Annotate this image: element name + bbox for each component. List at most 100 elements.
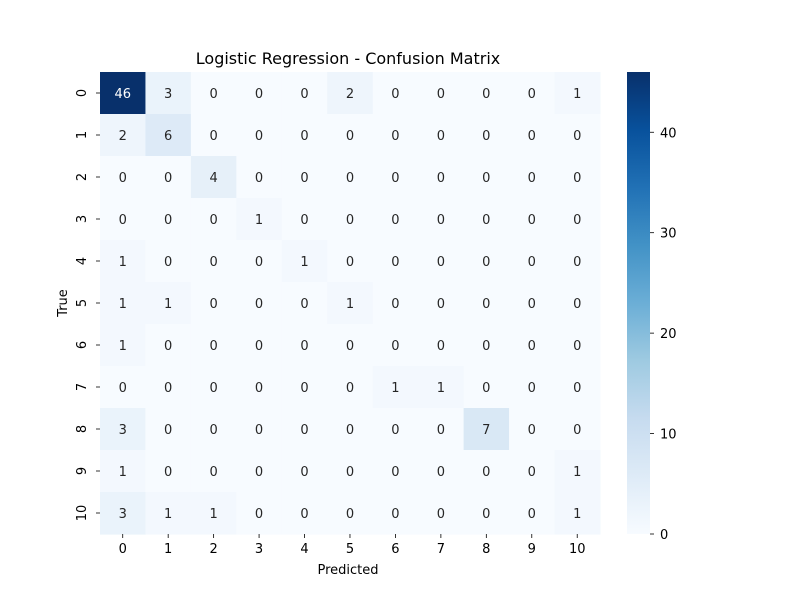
heatmap-cell-8-4 [281,408,328,451]
heatmap-cell-0-0 [100,72,147,115]
heatmap-cell-2-3 [236,156,283,199]
x-tick-label-5: 5 [346,542,354,557]
cell-label-0-5: 2 [346,87,354,102]
heatmap-cell-10-0 [100,492,147,535]
heatmap-cell-7-10 [554,366,601,409]
heatmap-cell-3-5 [327,198,374,241]
y-tick-label-1: 1 [75,131,90,139]
cell-label-1-3: 0 [255,129,263,144]
cell-label-7-9: 0 [528,381,536,396]
heatmap-cell-10-3 [236,492,283,535]
heatmap-cell-10-5 [327,492,374,535]
cell-label-10-3: 0 [255,507,263,522]
cell-label-8-1: 0 [164,423,172,438]
cell-label-0-2: 0 [209,87,217,102]
heatmap-cell-6-0 [100,324,147,367]
cell-label-5-8: 0 [482,297,490,312]
y-tick-label-5: 5 [75,299,90,307]
cell-label-2-7: 0 [437,171,445,186]
cell-label-3-6: 0 [391,213,399,228]
heatmap-cell-0-4 [281,72,328,115]
x-tick-label-8: 8 [482,542,490,557]
heatmap-cell-3-0 [100,198,147,241]
cell-label-4-7: 0 [437,255,445,270]
cell-label-6-2: 0 [209,339,217,354]
heatmap-cell-2-1 [145,156,192,199]
heatmap-cell-2-9 [509,156,556,199]
heatmap-cell-7-9 [509,366,556,409]
cell-label-10-2: 1 [209,507,217,522]
cell-label-1-2: 0 [209,129,217,144]
heatmap-cell-9-9 [509,450,556,493]
cell-label-2-0: 0 [119,171,127,186]
cell-label-4-4: 1 [300,255,308,270]
cell-label-9-4: 0 [300,465,308,480]
colorbar-tick-label-4: 40 [660,126,677,141]
cell-label-10-0: 3 [119,507,127,522]
cell-label-5-5: 1 [346,297,354,312]
cell-label-4-3: 0 [255,255,263,270]
x-tick-label-0: 0 [119,542,127,557]
cell-label-9-9: 0 [528,465,536,480]
heatmap-cell-8-9 [509,408,556,451]
cell-label-4-1: 0 [164,255,172,270]
cell-label-2-8: 0 [482,171,490,186]
cell-label-7-3: 0 [255,381,263,396]
y-tick-label-2: 2 [75,173,90,181]
heatmap-cell-9-0 [100,450,147,493]
cell-label-4-6: 0 [391,255,399,270]
cell-label-9-3: 0 [255,465,263,480]
y-tick-label-9: 9 [75,467,90,475]
heatmap-cell-1-3 [236,114,283,157]
heatmap-cell-4-1 [145,240,192,283]
heatmap-cell-6-10 [554,324,601,367]
cell-label-9-2: 0 [209,465,217,480]
cell-label-6-3: 0 [255,339,263,354]
x-tick-label-1: 1 [164,542,172,557]
cell-label-4-8: 0 [482,255,490,270]
colorbar [627,72,650,534]
cell-label-8-3: 0 [255,423,263,438]
heatmap-cell-2-2 [190,156,237,199]
cell-label-3-3: 1 [255,213,263,228]
heatmap-cell-10-1 [145,492,192,535]
cell-label-6-8: 0 [482,339,490,354]
cell-label-4-10: 0 [573,255,581,270]
x-tick-label-3: 3 [255,542,263,557]
heatmap-cell-10-9 [509,492,556,535]
cell-label-3-1: 0 [164,213,172,228]
cell-label-10-7: 0 [437,507,445,522]
heatmap-cell-5-7 [418,282,465,325]
cell-label-1-8: 0 [482,129,490,144]
cell-label-8-6: 0 [391,423,399,438]
heatmap-cell-4-4 [281,240,328,283]
cell-label-5-6: 0 [391,297,399,312]
heatmap-cell-9-1 [145,450,192,493]
heatmap-cell-5-4 [281,282,328,325]
heatmap-cell-9-4 [281,450,328,493]
heatmap-cell-9-6 [372,450,419,493]
heatmap-cell-2-10 [554,156,601,199]
cell-label-2-10: 0 [573,171,581,186]
heatmap-cell-4-2 [190,240,237,283]
heatmap-cell-10-6 [372,492,419,535]
heatmap-cell-6-5 [327,324,374,367]
cell-label-4-2: 0 [209,255,217,270]
heatmap-cell-5-0 [100,282,147,325]
heatmap-cell-5-5 [327,282,374,325]
cell-label-6-9: 0 [528,339,536,354]
heatmap-cell-6-4 [281,324,328,367]
heatmap-cell-5-3 [236,282,283,325]
heatmap-cell-0-8 [463,72,510,115]
y-tick-label-0: 0 [75,89,90,97]
cell-label-1-5: 0 [346,129,354,144]
heatmap-cells [100,72,601,535]
heatmap-cell-4-10 [554,240,601,283]
heatmap-cell-9-8 [463,450,510,493]
heatmap-cell-7-8 [463,366,510,409]
heatmap-cell-5-8 [463,282,510,325]
cell-label-7-6: 1 [391,381,399,396]
heatmap-cell-7-6 [372,366,419,409]
cell-label-10-4: 0 [300,507,308,522]
